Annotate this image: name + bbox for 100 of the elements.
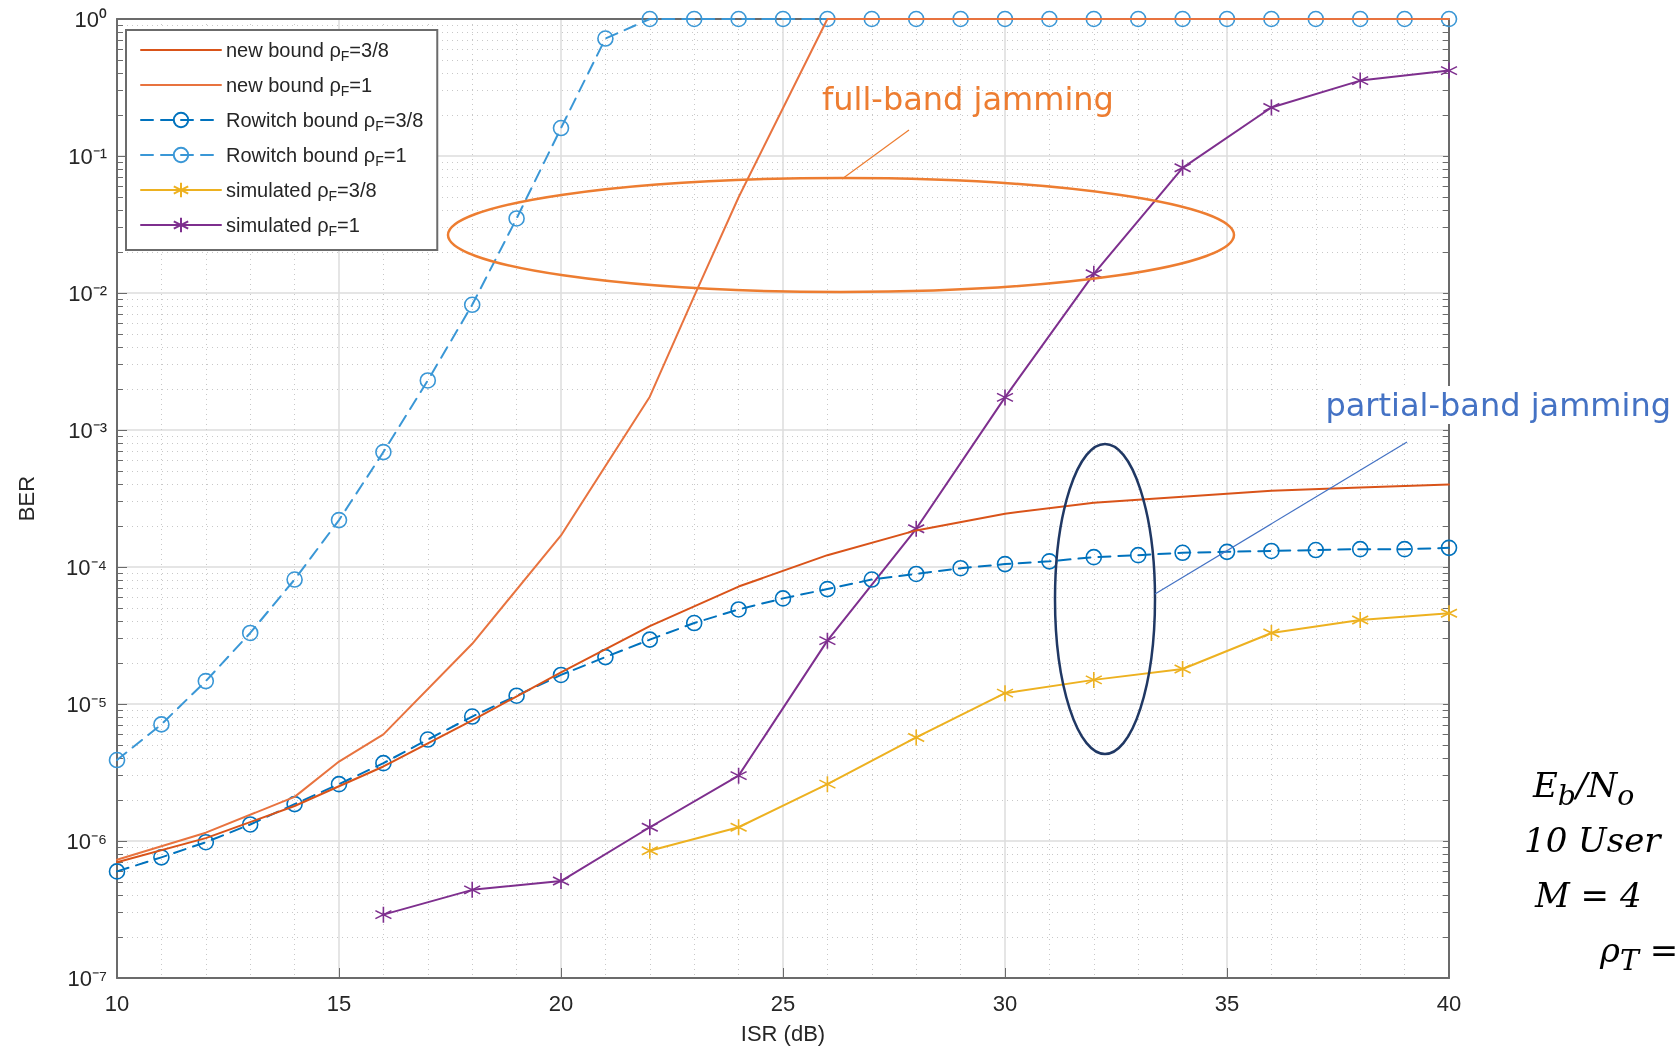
y-tick-label: 10⁰ [74,6,107,32]
point [1173,159,1192,177]
point [241,816,259,833]
point [197,833,215,851]
point [597,30,614,47]
x-axis-title: ISR (dB) [740,1020,826,1046]
y-tick-label: 10⁻² [68,280,107,306]
point [907,10,925,28]
point [1440,539,1458,557]
point [996,10,1014,28]
point [1263,10,1280,28]
point [463,296,481,314]
text: M = 4 [1535,875,1642,915]
point [330,775,348,793]
point [641,10,659,28]
point [1085,265,1103,283]
point [996,388,1014,407]
point [685,10,703,28]
y-tick-label: 10⁻⁵ [66,691,107,717]
point [1041,10,1058,28]
point [1351,71,1369,90]
point [907,520,925,538]
point [1307,541,1325,559]
point [863,10,881,28]
y-tick-label: 10⁻⁷ [67,965,108,991]
y-tick-label: 10⁻¹ [68,143,107,169]
point [552,119,570,137]
text: E$_{b}$/N$_{o}$ [1533,765,1635,812]
point [374,905,393,924]
point [952,10,969,28]
point [463,881,481,899]
point [819,580,836,598]
point [241,624,259,642]
x-tick-label: 10 [104,990,130,1016]
point [1440,10,1458,28]
point [375,443,392,461]
point [907,728,925,747]
point [1307,10,1325,28]
point [1129,10,1147,28]
annotation: full-band jamming [822,80,1114,118]
point [641,818,659,837]
x-tick-label: 25 [770,990,796,1016]
y-tick-label: 10⁻³ [68,417,107,443]
point [1173,660,1192,678]
text: ρ$_{T}$ = [1600,930,1677,977]
point [286,795,303,813]
point [774,590,792,607]
point [1085,548,1103,566]
point [729,818,748,837]
point [1396,10,1413,28]
point [641,841,659,860]
point [996,555,1014,573]
point [419,731,437,748]
point [952,559,969,577]
point [1440,604,1458,622]
point [818,631,837,650]
point [729,766,748,785]
x-tick-label: 20 [548,990,574,1016]
point [419,372,437,389]
point [1263,542,1280,560]
y-tick-label: 10⁻⁶ [66,828,107,854]
point [108,751,126,769]
y-axis-title: BER [13,475,39,522]
point [1174,10,1191,28]
point [1085,10,1103,28]
point [108,863,126,880]
x-tick-label: 40 [1436,990,1462,1016]
point [153,849,170,866]
point [774,10,792,28]
point [508,687,525,704]
point [996,684,1014,702]
point [330,511,348,529]
point [1262,624,1281,642]
point [1351,540,1369,558]
point [552,666,570,684]
point [818,775,837,793]
point [1440,61,1458,80]
point [1085,671,1103,689]
point [286,571,303,588]
point [685,614,703,632]
point [463,708,481,725]
point [730,601,747,618]
point [153,716,170,733]
point [375,754,392,772]
point [552,872,570,890]
point [730,10,747,28]
point [197,672,215,690]
point [1396,540,1413,558]
point [1351,10,1369,28]
annotation: partial-band jamming [1325,386,1671,424]
point [1218,543,1236,561]
point [1174,544,1191,562]
x-tick-label: 30 [992,990,1018,1016]
point [1262,98,1281,117]
point [1218,10,1236,28]
point [597,648,614,666]
point [819,10,836,28]
point [907,565,925,583]
x-tick-label: 35 [1214,990,1240,1016]
text: 10 User [1524,820,1661,860]
